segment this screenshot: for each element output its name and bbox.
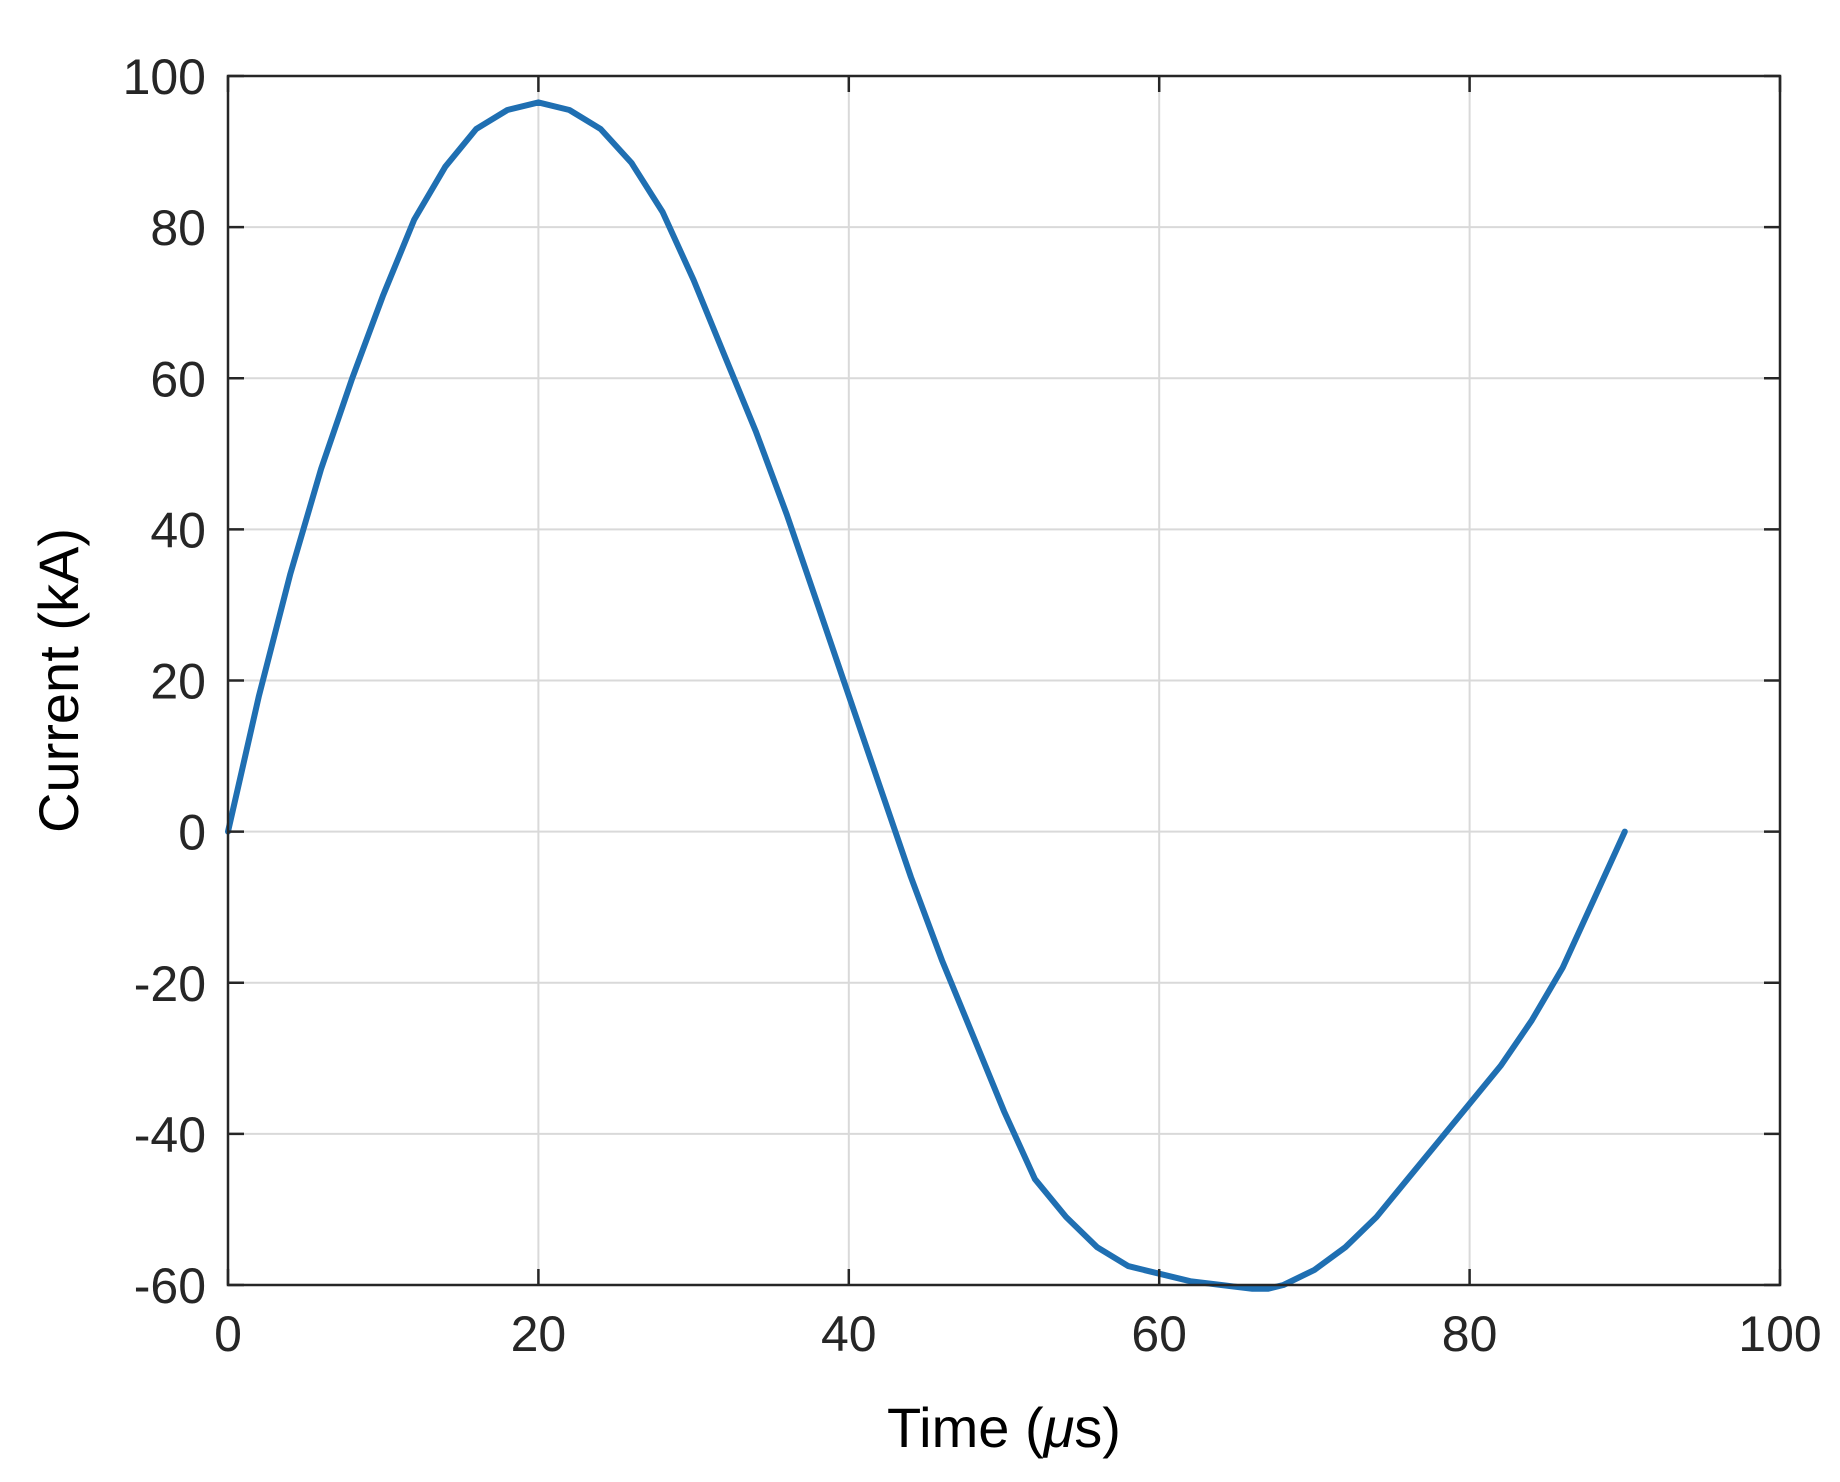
x-axis-label: Time (μs) (887, 1396, 1121, 1459)
y-tick-label: 80 (150, 200, 206, 256)
y-tick-labels: 100 80 60 40 20 0 -20 -40 -60 (123, 49, 206, 1314)
series-layer (225, 99, 1628, 1292)
x-tick-label: 0 (214, 1306, 242, 1362)
y-tick-label: 0 (178, 805, 206, 861)
y-tick-label: -20 (134, 956, 206, 1012)
x-tick-label: 100 (1738, 1306, 1821, 1362)
x-axis-label-text: Time ( (887, 1396, 1044, 1459)
y-tick-label: -60 (134, 1258, 206, 1314)
x-tick-label: 60 (1131, 1306, 1187, 1362)
y-tick-label: 100 (123, 49, 206, 105)
y-tick-label: 60 (150, 351, 206, 407)
y-tick-label: 20 (150, 654, 206, 710)
x-tick-label: 20 (511, 1306, 567, 1362)
x-axis-label-symbol: μ (1042, 1396, 1075, 1459)
y-axis-label: Current (kA) (27, 528, 90, 833)
y-tick-label: -40 (134, 1107, 206, 1163)
y-tick-label: 40 (150, 502, 206, 558)
tick-marks (226, 74, 1782, 1287)
series-line-0 (225, 99, 1628, 1292)
x-tick-label: 80 (1442, 1306, 1498, 1362)
x-tick-labels: 0 20 40 60 80 100 (214, 1306, 1822, 1362)
x-axis-label-suffix: s) (1074, 1396, 1121, 1459)
x-tick-label: 40 (821, 1306, 877, 1362)
